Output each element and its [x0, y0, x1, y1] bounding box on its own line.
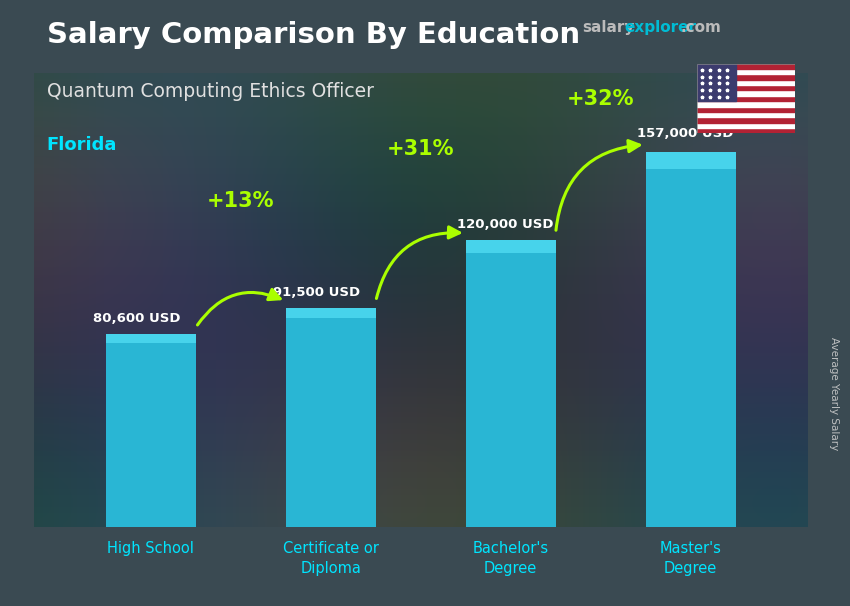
Bar	[646, 152, 735, 168]
Bar	[697, 101, 795, 107]
Bar	[466, 240, 556, 527]
Bar	[106, 335, 196, 343]
Text: .com: .com	[680, 20, 721, 35]
Bar	[697, 64, 795, 69]
Text: Average Yearly Salary: Average Yearly Salary	[829, 338, 839, 450]
Text: Quantum Computing Ethics Officer: Quantum Computing Ethics Officer	[47, 82, 374, 101]
Bar	[697, 122, 795, 128]
Text: 91,500 USD: 91,500 USD	[273, 286, 360, 299]
Text: +32%: +32%	[567, 88, 634, 108]
Bar	[106, 335, 196, 527]
Text: 80,600 USD: 80,600 USD	[94, 312, 181, 325]
Bar	[286, 308, 376, 527]
Bar	[697, 69, 795, 75]
Text: explorer: explorer	[625, 20, 697, 35]
Bar	[697, 96, 795, 101]
Bar	[466, 240, 556, 253]
Text: +31%: +31%	[387, 139, 455, 159]
Text: salary: salary	[582, 20, 635, 35]
Bar	[697, 75, 795, 80]
Text: +13%: +13%	[207, 191, 275, 211]
Bar	[646, 152, 735, 527]
Bar	[697, 107, 795, 112]
Bar	[697, 128, 795, 133]
Text: Salary Comparison By Education: Salary Comparison By Education	[47, 21, 580, 49]
Bar	[697, 80, 795, 85]
Bar	[697, 112, 795, 117]
Text: Florida: Florida	[47, 136, 117, 155]
Bar	[697, 64, 736, 101]
Bar	[697, 117, 795, 122]
Bar	[697, 85, 795, 90]
Text: 157,000 USD: 157,000 USD	[637, 127, 733, 140]
Text: 120,000 USD: 120,000 USD	[456, 218, 553, 231]
Bar	[697, 90, 795, 96]
Bar	[286, 308, 376, 318]
